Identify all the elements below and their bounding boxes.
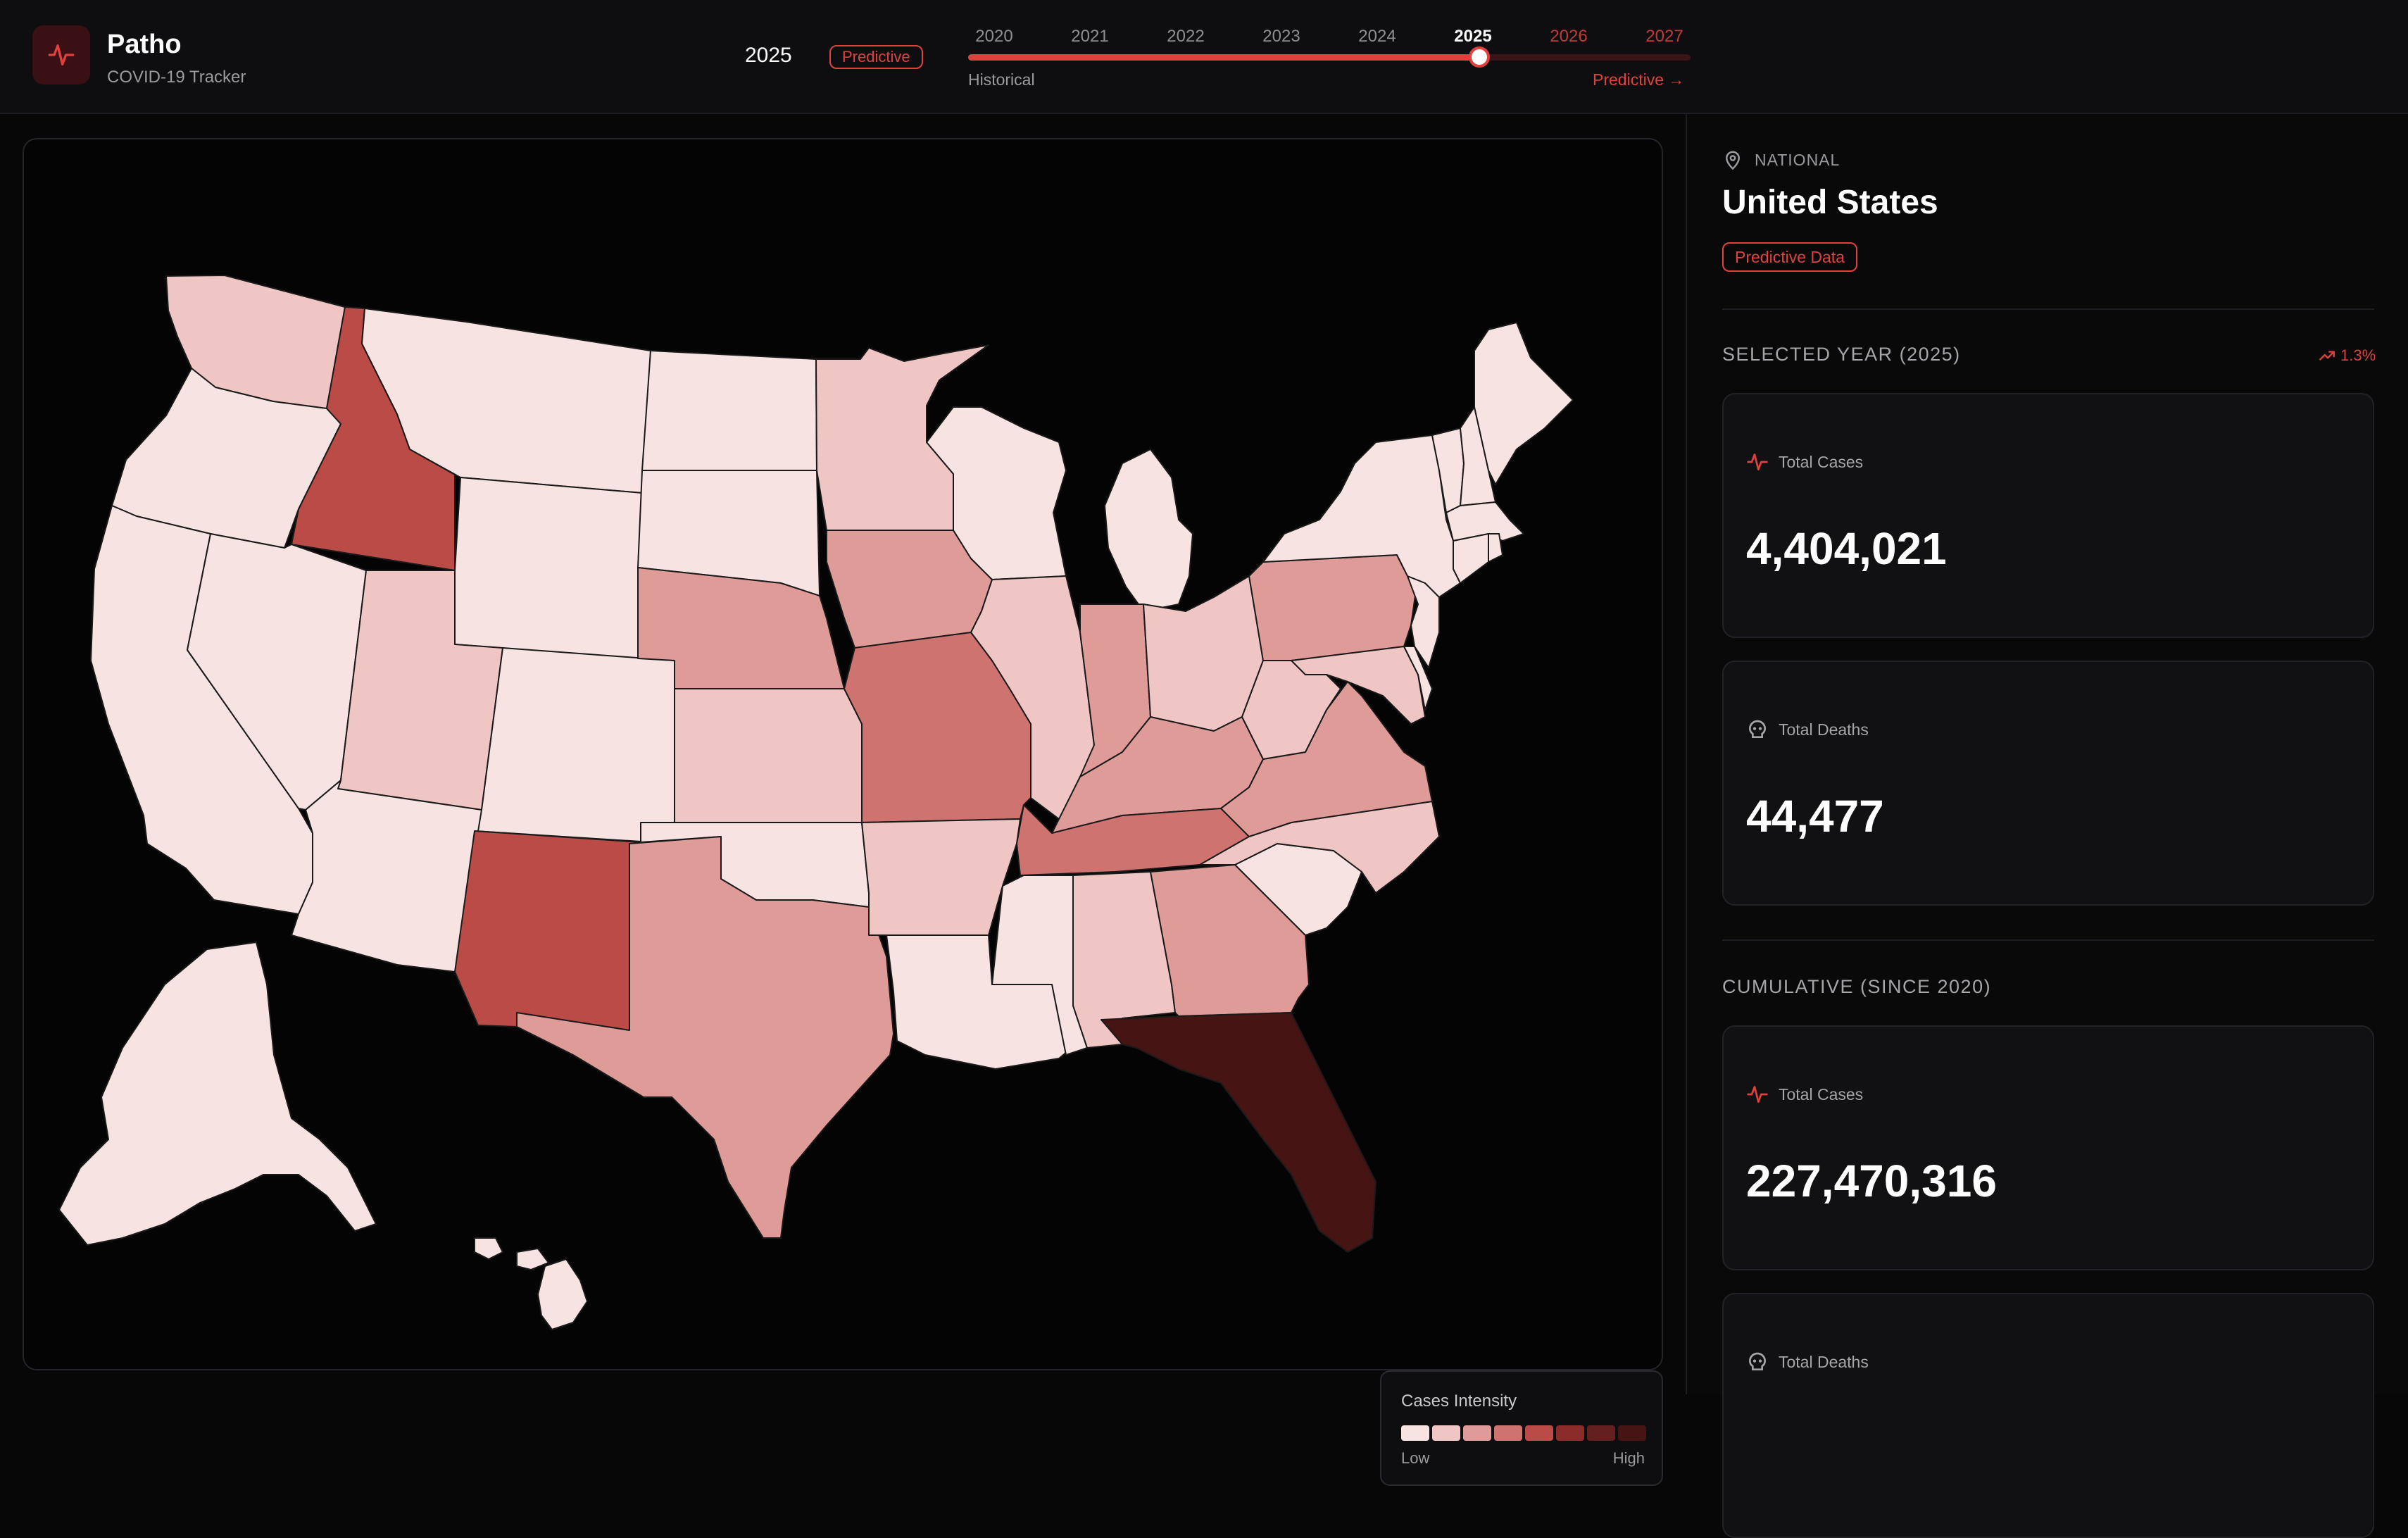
state-WI[interactable] [926, 406, 1067, 580]
legend-swatch-2 [1432, 1425, 1460, 1441]
predictive-data-badge: Predictive Data [1722, 242, 1857, 272]
state-KS[interactable] [674, 688, 863, 823]
selected-deaths-card: Total Deaths 44,477 [1722, 661, 2374, 906]
state-CO[interactable] [474, 647, 675, 844]
year-tick-2027[interactable]: 2027 [1645, 27, 1683, 46]
legend-swatch-3 [1463, 1425, 1491, 1441]
state-ND[interactable] [641, 350, 817, 471]
legend-swatch-1 [1401, 1425, 1429, 1441]
state-HI-maui [516, 1248, 549, 1270]
state-HI-oahu [474, 1237, 503, 1260]
trend-up-icon [2319, 351, 2335, 361]
state-LA[interactable] [886, 934, 1081, 1070]
selected-cases-value: 4,404,021 [1746, 523, 1947, 574]
legend-swatch-8 [1618, 1425, 1646, 1441]
year-tick-2026[interactable]: 2026 [1550, 27, 1588, 46]
stats-sidebar: NATIONAL United States Predictive Data S… [1686, 114, 2408, 1538]
state-PA[interactable] [1248, 554, 1419, 661]
card-label-row: Total Deaths [1746, 1351, 1869, 1373]
state-MI[interactable] [1104, 449, 1193, 612]
pulse-icon [1747, 1086, 1768, 1103]
us-choropleth-map [58, 275, 1574, 1330]
state-AK[interactable] [58, 942, 377, 1246]
divider [1722, 939, 2374, 941]
legend-high-label: High [1612, 1449, 1645, 1467]
card-label: Total Deaths [1779, 1352, 1869, 1371]
year-tick-2022[interactable]: 2022 [1167, 27, 1205, 46]
card-label: Total Cases [1779, 452, 1864, 471]
state-NY[interactable] [1262, 434, 1461, 598]
year-tick-2024[interactable]: 2024 [1358, 27, 1396, 46]
state-RI[interactable] [1488, 533, 1503, 563]
cumulative-cases-value: 227,470,316 [1746, 1156, 1997, 1206]
pulse-icon [1747, 454, 1768, 470]
predictive-badge: Predictive [829, 45, 923, 69]
historical-label: Historical [968, 70, 1035, 89]
legend-title: Cases Intensity [1401, 1392, 1517, 1411]
year-tick-2025[interactable]: 2025 [1454, 27, 1492, 46]
card-label: Total Cases [1779, 1084, 1864, 1104]
location-scope-row: NATIONAL [1722, 149, 1840, 170]
cumulative-cases-card: Total Cases 227,470,316 [1722, 1025, 2374, 1270]
year-tick-2021[interactable]: 2021 [1071, 27, 1109, 46]
year-tick-2020[interactable]: 2020 [975, 27, 1013, 46]
pulse-icon [48, 44, 75, 66]
location-scope: NATIONAL [1755, 150, 1841, 169]
state-WY[interactable] [454, 477, 643, 659]
legend-swatch-6 [1556, 1425, 1584, 1441]
state-HI[interactable] [537, 1258, 588, 1330]
state-ME[interactable] [1474, 322, 1574, 485]
cumulative-deaths-card: Total Deaths [1722, 1293, 2374, 1538]
top-header: Patho COVID-19 Tracker 2025 Predictive 2… [0, 0, 2408, 114]
cumulative-title: CUMULATIVE (SINCE 2020) [1722, 976, 1992, 997]
map-legend: Cases Intensity Low High [1380, 1370, 1663, 1486]
state-NM[interactable] [454, 830, 641, 1031]
timeline-progress [968, 54, 1479, 61]
legend-color-scale [1401, 1425, 1646, 1441]
predictive-label: Predictive → [1593, 70, 1685, 89]
selected-deaths-value: 44,477 [1746, 791, 1884, 842]
current-year: 2025 [745, 44, 792, 67]
card-label-row: Total Deaths [1746, 718, 1869, 741]
trend-value: 1.3% [2340, 346, 2376, 364]
selected-year-title: SELECTED YEAR (2025) [1722, 344, 1961, 365]
legend-swatch-7 [1587, 1425, 1615, 1441]
state-DE[interactable] [1403, 646, 1433, 711]
timeline-slider-thumb[interactable] [1469, 46, 1490, 68]
divider [1722, 308, 2374, 310]
skull-icon [1748, 1352, 1767, 1370]
state-TX[interactable] [516, 836, 894, 1239]
app-name: Patho [107, 30, 182, 59]
skull-icon [1748, 720, 1767, 738]
state-AZ[interactable] [291, 780, 482, 973]
card-label-row: Total Cases [1746, 451, 1863, 473]
trend-indicator: 1.3% [2318, 346, 2376, 365]
location-name: United States [1722, 184, 1938, 221]
selected-cases-card: Total Cases 4,404,021 [1722, 393, 2374, 638]
state-CT[interactable] [1453, 533, 1489, 584]
app-logo[interactable] [32, 25, 90, 85]
legend-low-label: Low [1401, 1449, 1430, 1467]
legend-swatch-5 [1525, 1425, 1553, 1441]
state-FL[interactable] [1100, 1012, 1377, 1253]
card-label: Total Deaths [1779, 720, 1869, 739]
card-label-row: Total Cases [1746, 1083, 1863, 1106]
map-pin-icon [1725, 151, 1741, 170]
app-subtitle: COVID-19 Tracker [107, 68, 246, 87]
state-AR[interactable] [861, 818, 1021, 936]
year-tick-2023[interactable]: 2023 [1262, 27, 1300, 46]
legend-swatch-4 [1494, 1425, 1522, 1441]
map-panel: Cases Intensity Low High [23, 138, 1663, 1486]
